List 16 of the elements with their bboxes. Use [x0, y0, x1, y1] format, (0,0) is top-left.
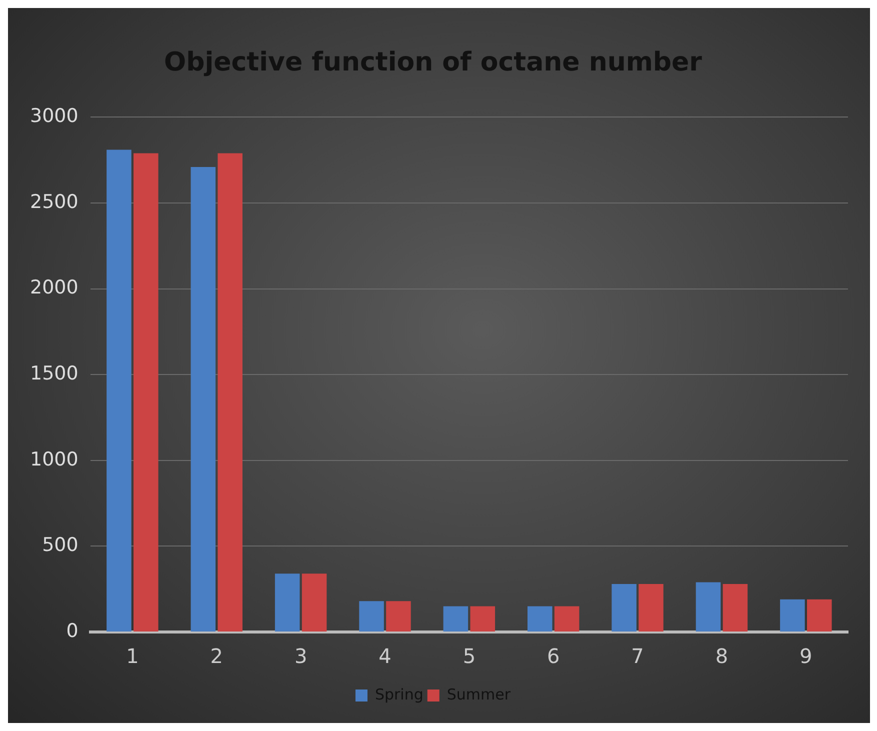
x-tick-label: 1 [126, 644, 139, 668]
y-tick-label: 500 [42, 534, 78, 556]
x-tick-label: 4 [378, 644, 392, 668]
x-tick-label: 9 [800, 644, 812, 668]
y-tick-label: 2500 [30, 190, 78, 213]
x-tick-label: 2 [210, 644, 223, 668]
y-tick-label: 1500 [30, 362, 78, 385]
y-tick-label: 2000 [30, 276, 78, 299]
x-tick-label: 5 [462, 644, 476, 668]
x-tick-label: 7 [631, 644, 644, 668]
y-tick-label: 0 [66, 620, 78, 642]
x-tick-label: 6 [546, 644, 560, 668]
x-tick-label: 3 [294, 644, 308, 668]
y-tick-label: 1000 [30, 448, 78, 470]
x-tick-label: 8 [715, 644, 728, 668]
y-tick-label: 3000 [30, 105, 78, 128]
